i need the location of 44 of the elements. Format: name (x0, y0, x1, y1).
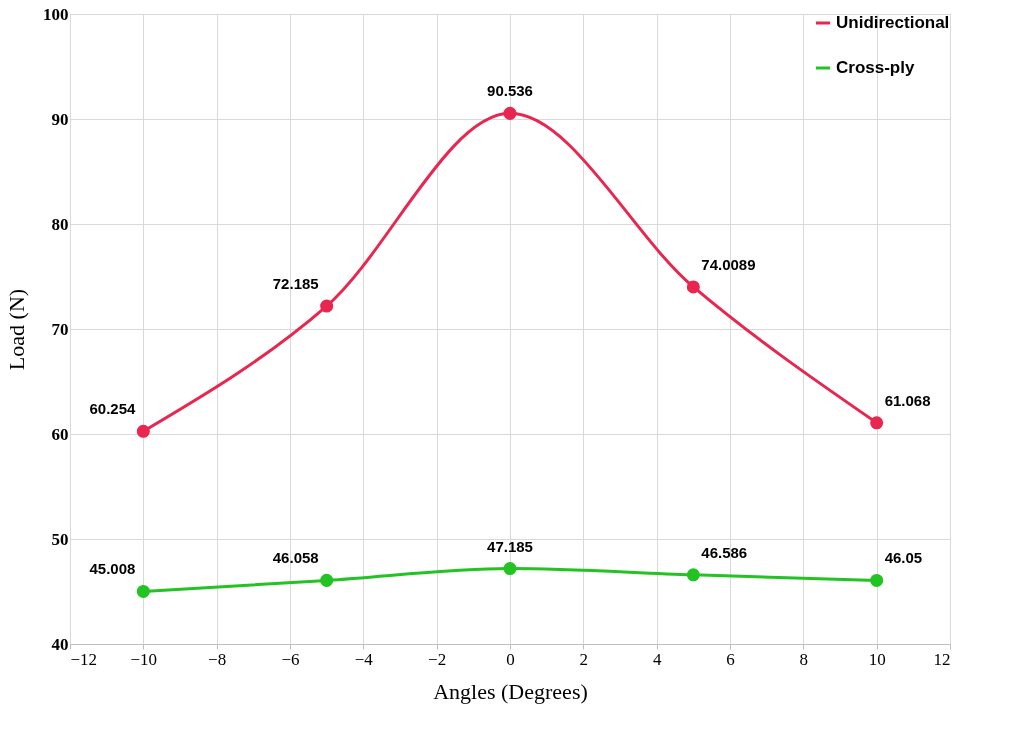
y-tick-label: 100 (43, 4, 69, 24)
x-tick-label: 8 (799, 649, 809, 669)
x-tick-label: −4 (354, 649, 374, 669)
x-tick-label: −12 (70, 649, 98, 669)
x-tick-label: 6 (726, 649, 735, 669)
point (503, 106, 517, 120)
x-tick-label: −10 (130, 649, 158, 669)
point (870, 573, 884, 587)
data-label: 72.185 (272, 275, 319, 293)
data-label: 45.008 (89, 560, 136, 578)
y-tick-label: 90 (51, 109, 69, 129)
x-axis-title: Angles (Degrees) (433, 678, 588, 704)
y-tick-label: 70 (51, 319, 69, 339)
point (686, 568, 700, 582)
point (320, 299, 334, 313)
point (503, 562, 517, 576)
data-label: 61.068 (884, 391, 931, 409)
y-tick-label: 60 (51, 424, 69, 444)
x-tick-label: 2 (579, 649, 589, 669)
x-tick-label: 10 (868, 649, 886, 669)
x-tick-label: 12 (933, 649, 951, 669)
y-tick-label: 40 (51, 634, 69, 654)
x-tick-label: −6 (281, 649, 300, 669)
x-tick-label: −2 (428, 649, 447, 669)
data-label: 46.058 (272, 549, 319, 567)
y-tick-label: 80 (51, 214, 69, 234)
y-axis-title: Load (N) (4, 288, 29, 371)
data-label: 60.254 (89, 400, 136, 418)
data-label: 74.0089 (701, 255, 756, 273)
point (136, 424, 150, 438)
point (686, 280, 700, 294)
x-tick-label: 4 (652, 649, 662, 669)
x-tick-label: −8 (208, 649, 227, 669)
legend-label: Unidirectional (836, 13, 950, 32)
data-label: 46.586 (701, 543, 748, 561)
point (320, 573, 334, 587)
data-label: 90.536 (487, 82, 533, 100)
legend-label: Cross-ply (836, 58, 915, 77)
y-tick-label: 50 (51, 529, 69, 549)
data-label: 46.05 (884, 549, 923, 567)
x-tick-label: 0 (506, 649, 515, 669)
data-label: 47.185 (487, 537, 533, 555)
point (136, 584, 150, 598)
point (870, 416, 884, 430)
